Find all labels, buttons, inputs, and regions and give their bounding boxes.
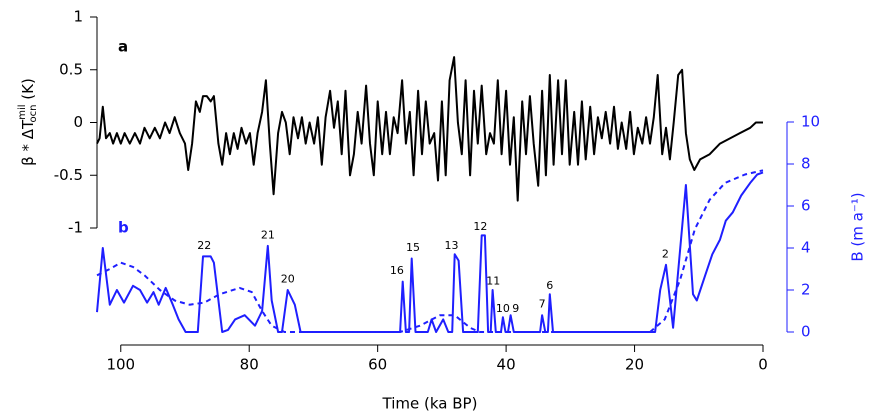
- y-tick-label: 0: [73, 113, 83, 131]
- line-series: [96, 56, 763, 202]
- peak-annotation: 12: [473, 220, 487, 233]
- y-tick-label: 1: [73, 8, 83, 26]
- x-tick-label: 40: [497, 356, 516, 374]
- y2-axis-label: B (m a⁻¹): [849, 192, 867, 261]
- y-label-main: β * ΔT: [19, 119, 37, 166]
- y-axis-label: β * ΔTmilocn (K): [17, 78, 39, 166]
- y-tick-label: 4: [801, 239, 811, 257]
- y-tick-label: 10: [801, 113, 820, 131]
- peak-annotation: 9: [512, 302, 519, 315]
- panel-label: b: [118, 219, 129, 237]
- x-tick-label: 0: [758, 356, 768, 374]
- peak-annotation: 13: [445, 239, 459, 252]
- peak-annotation: 2: [662, 247, 669, 260]
- y-tick-label: -1: [68, 219, 83, 237]
- y-tick-label: 6: [801, 197, 811, 215]
- panel-label: a: [118, 38, 128, 56]
- peak-annotation: 16: [390, 264, 404, 277]
- y-label-sup: mil: [17, 104, 28, 119]
- x-tick-label: 80: [240, 356, 259, 374]
- peak-annotation: 10: [496, 302, 510, 315]
- y-tick-label: 2: [801, 281, 811, 299]
- peak-annotation: 15: [406, 241, 420, 254]
- peak-annotation: 21: [261, 228, 275, 241]
- y-label-sub: ocn: [28, 104, 39, 122]
- line-series: [96, 169, 764, 333]
- x-tick-label: 60: [368, 356, 387, 374]
- y-tick-label: -0.5: [54, 166, 83, 184]
- y-label-unit: (K): [19, 78, 37, 104]
- y-tick-label: 0.5: [59, 60, 83, 78]
- x-tick-label: 100: [106, 356, 135, 374]
- x-tick-label: 20: [625, 356, 644, 374]
- peak-annotation: 20: [281, 273, 295, 286]
- y-tick-label: 0: [801, 323, 811, 341]
- y-tick-label: 8: [801, 155, 811, 173]
- peak-annotation: 7: [539, 298, 546, 311]
- line-series: [96, 171, 764, 333]
- peak-annotation: 22: [197, 239, 211, 252]
- x-axis-label: Time (ka BP): [382, 395, 478, 413]
- peak-annotation: 11: [486, 275, 500, 288]
- peak-annotation: 6: [546, 279, 553, 292]
